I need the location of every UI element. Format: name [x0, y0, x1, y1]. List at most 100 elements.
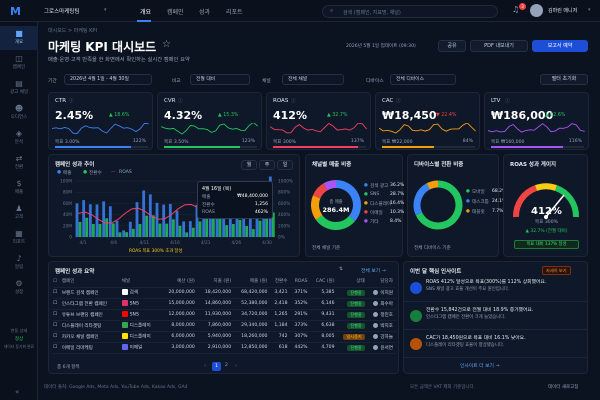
sidebar-item-7[interactable]: ♟ 고객 [0, 201, 38, 225]
sidebar-item-8[interactable]: ▦ 리포트 [0, 226, 38, 250]
legend-pct: 8.4% [390, 219, 402, 224]
column-header[interactable]: 예산 (원) [161, 276, 198, 288]
share-button[interactable]: 공유 [438, 40, 466, 52]
column-header[interactable]: 매출 (원) [234, 276, 271, 288]
sidebar-item-2[interactable]: ▤ 광고 채널 [0, 76, 38, 100]
page-2-button[interactable]: 2 [225, 363, 228, 368]
cell: 5,385 [310, 287, 338, 299]
insight-item[interactable]: ROAS 412% 달성으로 목표(300%)를 112% 상회했어요. SNS … [404, 276, 588, 302]
toggle-month[interactable]: 월 [241, 160, 257, 170]
table-more-link[interactable]: 전체 보기 → [361, 269, 386, 274]
sidebar-item-3[interactable]: ☻ 오디언스 [0, 101, 38, 125]
row-checkbox[interactable]: ☐ [53, 342, 62, 354]
cell: 진행중 [337, 342, 368, 354]
device-select[interactable]: 전체 디바이스 [390, 74, 456, 85]
filter-icon[interactable]: ⇅ [339, 267, 343, 272]
tab-report[interactable]: 리포트 [226, 9, 243, 16]
row-checkbox[interactable]: ☐ [53, 298, 62, 310]
channel-name: 검색 [129, 290, 139, 296]
sidebar-item-10[interactable]: ⚙ 설정 [0, 276, 38, 300]
row-checkbox[interactable]: ☐ [53, 287, 62, 299]
column-header[interactable]: 담당자 [367, 276, 396, 288]
table-row[interactable]: ☐ 유튜브 브랜딩 캠페인 SNS 12,000,000 11,930,000 34,72… [53, 309, 396, 321]
column-header[interactable]: 캠페인 [61, 276, 122, 288]
y-tick-right: 800% [278, 190, 290, 196]
chevron-right-icon[interactable]: › [235, 363, 237, 369]
sidebar-item-4[interactable]: ◈ 분석 [0, 126, 38, 150]
cell: 이메일 [121, 342, 162, 354]
kpi-card-ltv[interactable]: LTV ⓘ ₩186,000 ▲ 12.6% 목표 ₩160,000 116% [484, 92, 589, 150]
y-tick-right: 600% [278, 201, 290, 207]
search-input[interactable]: 검색 (캠페인, 지표명, 채널) [322, 5, 498, 18]
cell: 3,000,000 [161, 342, 198, 354]
channel-select[interactable]: 전체 채널 [282, 74, 344, 85]
sidebar-item-6[interactable]: $ 매출 [0, 176, 38, 200]
insight-item[interactable]: 전환수 15,842건으로 전월 대비 18.9% 증가했어요. 인스타그램 캠페… [404, 304, 588, 330]
compare-select[interactable]: 전월 대비 [190, 74, 250, 85]
kpi-card-ctr[interactable]: CTR ⓘ 2.45% ▲ 18.6% 목표 3.00% 122% [48, 92, 153, 150]
chevron-down-icon[interactable]: ▾ [104, 7, 107, 13]
insights-more-link[interactable]: 인사이트 더 보기 → [460, 364, 500, 369]
table-row[interactable]: ☐ 인스타그램 전환 캠페인 SNS 15,000,000 14,860,000 52,3… [53, 298, 396, 310]
row-checkbox[interactable]: ☐ [53, 309, 62, 321]
column-header[interactable]: 상태 [337, 276, 368, 288]
kpi-card-roas[interactable]: ROAS ⓘ 412% ▲ 32.7% 목표 300% 137% [266, 92, 371, 150]
column-header[interactable]: 지출 (원) [197, 276, 235, 288]
info-icon[interactable]: ⓘ [291, 99, 296, 104]
page-1-button[interactable]: 1 [212, 362, 221, 371]
channel-logo-icon [121, 322, 128, 329]
sidebar-item-1[interactable]: ◫ 캠페인 [0, 51, 38, 75]
revenue-bar [248, 214, 252, 237]
chevron-left-icon[interactable]: ‹ [204, 363, 206, 369]
insights-tag[interactable]: 자세히 보기 [542, 266, 571, 275]
revenue-bar [242, 210, 246, 237]
owner-name: 윤서연 [380, 345, 393, 351]
column-header[interactable]: 전환수 [270, 276, 291, 288]
info-icon[interactable]: ⓘ [505, 99, 510, 104]
info-icon[interactable]: ⓘ [69, 99, 74, 104]
table-row[interactable]: ☐ 디스플레이 리타겟팅 디스플레이 8,000,000 7,860,000 29,340… [53, 320, 396, 332]
column-header[interactable]: ROAS [290, 276, 311, 288]
pdf-export-button[interactable]: PDF 내보내기 [470, 40, 528, 52]
refresh-button[interactable]: 데이터 새로고침 [548, 385, 579, 390]
tab-campaign[interactable]: 캠페인 [167, 9, 184, 16]
tab-performance[interactable]: 성과 [199, 9, 211, 16]
chevron-down-icon[interactable]: ▾ [588, 7, 591, 13]
period-select[interactable]: 2026년 4월 1일 - 4월 30일 [64, 74, 152, 85]
kpi-progress-fill [273, 146, 358, 148]
table-row[interactable]: ☐ 이메일 리마케팅 이메일 3,000,000 2,910,000 12,850,000… [53, 342, 396, 354]
table-title: 캠페인 성과 요약 [55, 269, 95, 275]
sidebar-item-9[interactable]: ♪ 알림 [0, 251, 38, 275]
insight-icon [410, 338, 422, 350]
info-icon[interactable]: ⓘ [178, 99, 183, 104]
sidebar-item-5[interactable]: ⇄ 전환 [0, 151, 38, 175]
table-row[interactable]: ☐ 카카오 채널 캠페인 디스플레이 6,000,000 5,940,000 18,260… [53, 331, 396, 343]
select-all-checkbox[interactable]: ☐ [53, 276, 62, 288]
insight-item[interactable]: CAC가 18,450원으로 목표 대비 16.1% 낮아요. 디스플레이 리타겟… [404, 332, 588, 358]
kpi-card-cvr[interactable]: CVR ⓘ 4.32% ▲ 15.3% 목표 3.50% 123% [157, 92, 262, 150]
app-logo[interactable]: M [10, 5, 21, 18]
tab-overview[interactable]: 개요 [140, 9, 152, 16]
bell-icon[interactable]: ♫ [512, 5, 520, 14]
workspace-selector[interactable]: 그로스마케팅팀 [44, 9, 80, 15]
avatar[interactable] [530, 4, 543, 17]
x-tick: 4/30 [262, 240, 272, 246]
user-name[interactable]: 김마린 매니저 [548, 8, 578, 14]
schedule-report-button[interactable]: 보고서 예약 [532, 40, 588, 52]
table-row[interactable]: ☐ 브랜드 검색 캠페인 검색 20,000,000 18,420,000 68,420,… [53, 287, 396, 299]
collapse-icon[interactable]: « [15, 388, 20, 396]
row-checkbox[interactable]: ☐ [53, 331, 62, 343]
channel-logo-icon [121, 289, 128, 296]
toggle-week[interactable]: 주 [259, 160, 275, 170]
kpi-card-cac[interactable]: CAC ⓘ ₩18,450 ▼ 22.4% 목표 ₩22,000 84% [375, 92, 480, 150]
column-header[interactable]: CAC (원) [310, 276, 338, 288]
info-icon[interactable]: ⓘ [396, 99, 401, 104]
owner-name: 박지호 [380, 323, 393, 329]
toggle-day[interactable]: 일 [277, 160, 293, 170]
insight-headline: 전환수 15,842건으로 전월 대비 18.9% 증가했어요. [426, 308, 534, 313]
row-checkbox[interactable]: ☐ [53, 320, 62, 332]
column-header[interactable]: 채널 [121, 276, 162, 288]
reset-filter-button[interactable]: 필터 초기화 [540, 74, 588, 85]
sidebar-item-0[interactable]: ■ 개요 [0, 26, 38, 50]
star-icon[interactable]: ☆ [162, 39, 171, 50]
